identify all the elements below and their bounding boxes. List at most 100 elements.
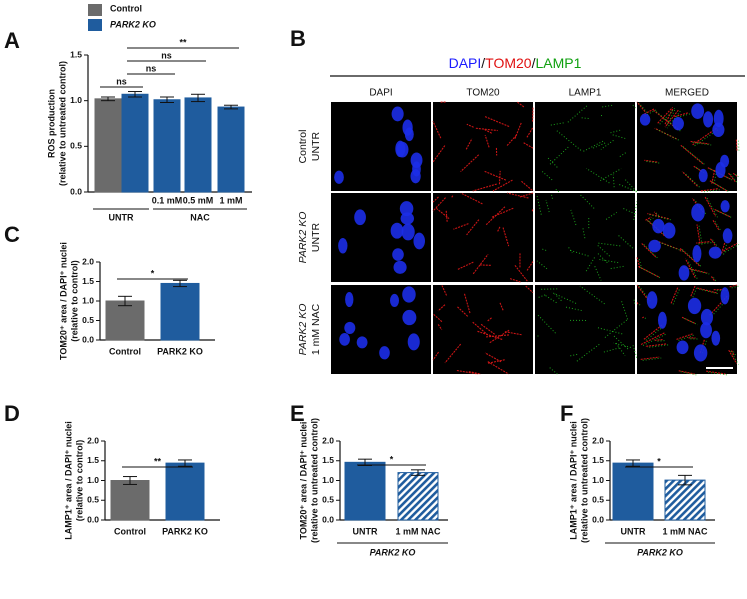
texture bbox=[636, 301, 639, 305]
texture bbox=[472, 321, 489, 336]
texture bbox=[706, 197, 718, 218]
y-tick-label: 0.0 bbox=[322, 514, 334, 524]
texture bbox=[690, 140, 710, 145]
texture bbox=[453, 223, 469, 230]
significance-label: ns bbox=[146, 63, 157, 73]
texture bbox=[570, 249, 590, 257]
texture bbox=[731, 350, 735, 356]
texture bbox=[714, 221, 722, 232]
row-label: 1 mM NAC bbox=[310, 303, 322, 355]
micrograph bbox=[535, 102, 638, 193]
texture bbox=[390, 222, 404, 239]
texture bbox=[713, 277, 718, 283]
texture bbox=[432, 351, 439, 361]
texture bbox=[594, 266, 602, 281]
texture bbox=[699, 288, 720, 295]
texture bbox=[457, 306, 469, 318]
texture bbox=[636, 101, 646, 112]
significance-label: * bbox=[151, 268, 155, 278]
texture bbox=[672, 116, 684, 131]
y-axis-label: (relative to control) bbox=[74, 440, 84, 522]
texture bbox=[644, 317, 647, 320]
texture bbox=[402, 309, 417, 326]
group-label: PARK2 KO bbox=[370, 547, 416, 557]
error-bar bbox=[678, 474, 692, 486]
error-bar bbox=[411, 469, 425, 476]
texture bbox=[468, 371, 481, 375]
texture bbox=[546, 156, 558, 168]
y-tick-label: 0.0 bbox=[70, 186, 82, 196]
error-bar bbox=[626, 459, 640, 467]
texture bbox=[548, 122, 564, 126]
micrograph bbox=[331, 285, 431, 374]
texture bbox=[655, 110, 681, 132]
legend-label: Control bbox=[110, 3, 142, 13]
texture bbox=[509, 278, 521, 283]
texture bbox=[679, 248, 701, 267]
texture bbox=[441, 284, 448, 296]
significance-label: ns bbox=[161, 50, 172, 60]
column-header: LAMP1 bbox=[569, 88, 602, 99]
texture bbox=[399, 201, 414, 217]
texture bbox=[729, 284, 738, 288]
texture bbox=[710, 276, 716, 282]
texture bbox=[575, 343, 600, 363]
texture bbox=[641, 243, 657, 258]
texture bbox=[600, 139, 614, 150]
y-tick-label: 1.0 bbox=[592, 475, 604, 485]
texture bbox=[642, 357, 662, 361]
texture bbox=[700, 322, 712, 339]
bar bbox=[165, 462, 205, 521]
error-bar bbox=[178, 459, 192, 467]
texture bbox=[393, 260, 407, 274]
bar bbox=[344, 461, 386, 521]
error-bar bbox=[118, 295, 132, 307]
texture bbox=[691, 103, 705, 119]
texture bbox=[599, 168, 622, 182]
texture bbox=[541, 248, 547, 251]
texture bbox=[662, 222, 676, 239]
texture bbox=[610, 129, 622, 134]
texture bbox=[640, 356, 660, 360]
legend-label: PARK2 KO bbox=[110, 19, 156, 29]
texture bbox=[643, 324, 663, 340]
y-tick-label: 0.5 bbox=[87, 495, 99, 505]
micrograph-bg bbox=[433, 193, 533, 282]
y-tick-label: 0.0 bbox=[87, 514, 99, 524]
y-axis-label: TOM20⁺ area / DAPI⁺ nuclei bbox=[298, 422, 308, 540]
texture bbox=[698, 225, 703, 245]
texture bbox=[356, 336, 368, 349]
texture bbox=[664, 109, 679, 128]
y-tick-label: 0.0 bbox=[82, 334, 94, 344]
texture bbox=[711, 330, 721, 346]
texture bbox=[485, 334, 510, 338]
texture bbox=[649, 214, 671, 221]
micrograph bbox=[535, 285, 638, 376]
title-part: DAPI bbox=[449, 55, 482, 71]
title-part: TOM20 bbox=[485, 55, 532, 71]
texture bbox=[472, 183, 497, 192]
texture bbox=[633, 201, 638, 220]
texture bbox=[652, 218, 665, 234]
texture bbox=[645, 343, 667, 348]
texture bbox=[608, 265, 624, 270]
texture bbox=[732, 172, 738, 177]
panel-letter: A bbox=[4, 28, 20, 53]
bar bbox=[110, 480, 150, 521]
error-bar bbox=[224, 104, 238, 110]
panel-letter: C bbox=[4, 222, 20, 247]
texture bbox=[731, 285, 740, 289]
texture bbox=[599, 259, 620, 264]
panel-letter: B bbox=[290, 26, 306, 51]
texture bbox=[710, 238, 717, 247]
texture bbox=[640, 332, 666, 345]
texture bbox=[644, 109, 657, 117]
texture bbox=[344, 321, 356, 334]
panel-letter: D bbox=[4, 401, 20, 426]
texture bbox=[654, 339, 663, 341]
micrograph bbox=[636, 284, 740, 376]
texture bbox=[632, 345, 638, 359]
texture bbox=[498, 170, 501, 185]
texture bbox=[410, 152, 423, 168]
x-tick-label: 0.1 mM bbox=[152, 195, 183, 205]
